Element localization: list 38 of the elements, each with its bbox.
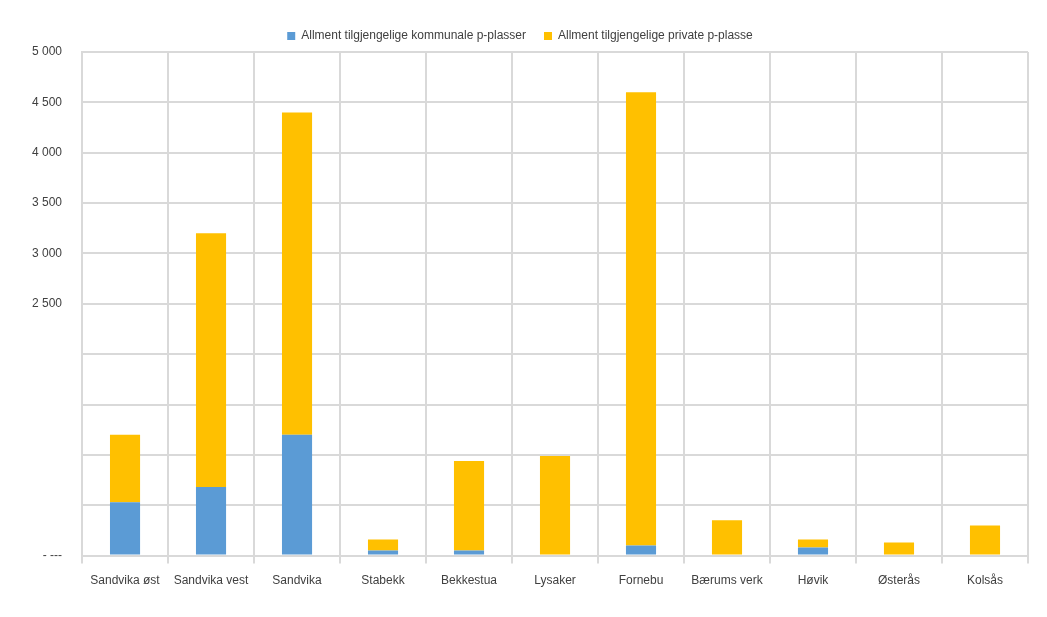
x-tick-label: Kolsås xyxy=(966,573,1004,588)
bar xyxy=(367,539,399,551)
bar xyxy=(109,434,141,503)
x-tick-label: Lysaker xyxy=(534,573,576,588)
bar xyxy=(797,547,829,555)
bar xyxy=(109,502,141,555)
bar xyxy=(969,525,1001,555)
x-tick-label: Østerås xyxy=(878,573,921,588)
x-tick-label: Sandvika øst xyxy=(90,573,161,588)
legend-label: Allment tilgjengelige private p-plasse xyxy=(558,28,754,43)
bar xyxy=(625,545,657,555)
bar xyxy=(281,434,313,555)
y-tick-label: - --- xyxy=(42,547,63,562)
bar xyxy=(195,233,227,488)
x-tick-label: Sandvika xyxy=(272,573,323,588)
y-tick-label: 3 000 xyxy=(32,245,63,260)
y-tick-label: 3 500 xyxy=(32,195,63,210)
bar xyxy=(195,487,227,555)
y-tick-label: 2 500 xyxy=(32,296,63,311)
y-tick-label: 4 500 xyxy=(32,94,63,109)
x-tick-label: Høvik xyxy=(797,573,830,588)
bar xyxy=(625,92,657,546)
bar xyxy=(797,539,829,548)
y-tick-label: 4 000 xyxy=(32,145,63,160)
bar xyxy=(453,460,485,551)
bar xyxy=(367,550,399,555)
bar xyxy=(883,542,915,555)
x-tick-label: Bekkestua xyxy=(440,573,498,588)
bar xyxy=(281,112,313,435)
x-tick-label: Bærums verk xyxy=(691,573,764,588)
bar xyxy=(539,455,571,555)
x-tick-label: Sandvika vest xyxy=(173,573,250,588)
x-tick-label: Stabekk xyxy=(361,573,406,588)
bar xyxy=(453,550,485,555)
x-tick-label: Fornebu xyxy=(618,573,664,588)
bar xyxy=(711,520,743,555)
legend-label: Allment tilgjengelige kommunale p-plasser xyxy=(301,28,527,43)
y-tick-label: 5 000 xyxy=(32,44,63,59)
